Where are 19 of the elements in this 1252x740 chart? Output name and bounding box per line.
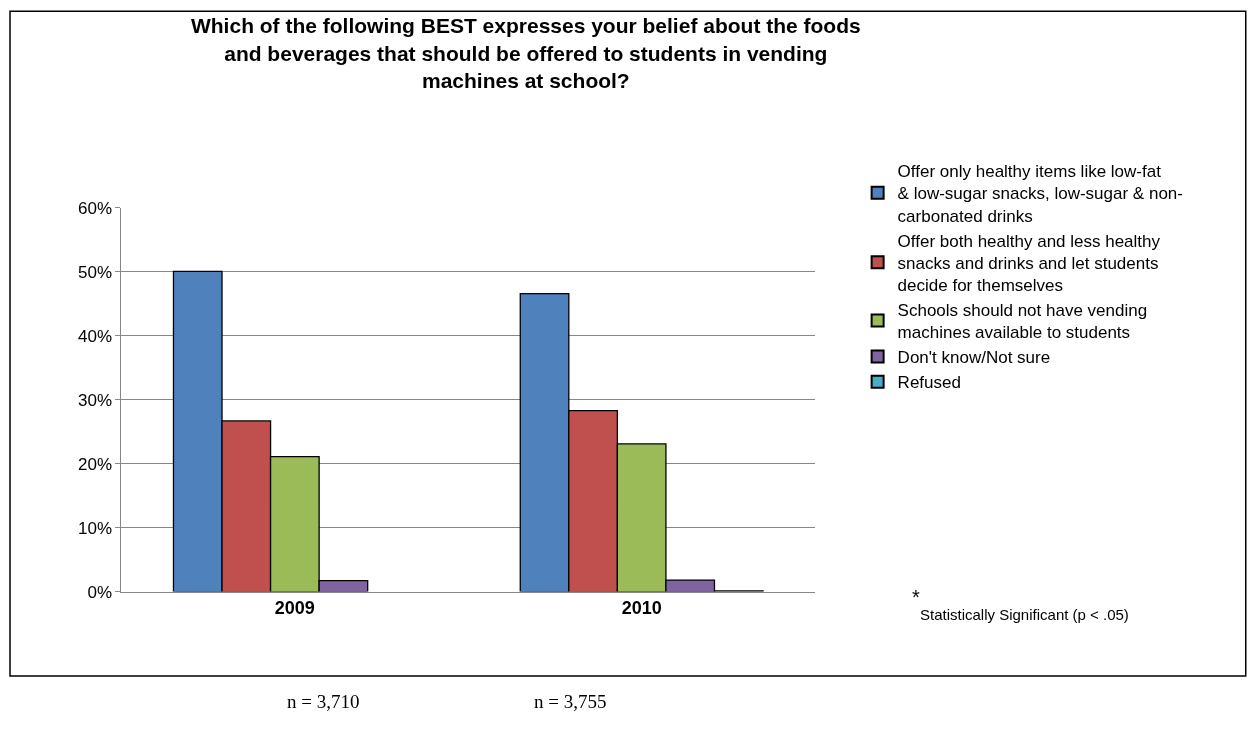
text: n = 3,755 xyxy=(534,691,607,712)
y-tick-label: 0% xyxy=(87,582,113,602)
text: Statistically Significant (p < .05) xyxy=(920,606,1129,623)
text: * xyxy=(912,586,920,608)
legend-label: Offer only healthy items like low-fat & low-sugar snacks, low-sugar & non-carbonated drinks xyxy=(897,162,1183,226)
y-tick-label: 20% xyxy=(78,454,113,474)
x-tick-label: 2010 xyxy=(621,598,662,619)
legend-label: Refused xyxy=(897,373,961,393)
chart-title: Which of the following BEST expresses your belief about the foods and beverages that should be offered to students in vending machines at school? xyxy=(190,14,861,92)
y-tick-label: 50% xyxy=(78,262,113,282)
x-tick-label: 2009 xyxy=(274,598,315,619)
legend-label: Don't know/Not sure xyxy=(897,348,1051,368)
text: n = 3,710 xyxy=(287,691,360,712)
y-tick-label: 10% xyxy=(78,518,113,538)
legend-label: Offer both healthy and less healthy snacks and drinks and let students decide for themselves xyxy=(897,231,1161,295)
y-tick-label: 60% xyxy=(78,198,113,218)
y-tick-label: 30% xyxy=(78,390,113,410)
y-tick-label: 40% xyxy=(78,326,113,346)
legend-label: Schools should not have vending machines available to students xyxy=(897,300,1148,343)
